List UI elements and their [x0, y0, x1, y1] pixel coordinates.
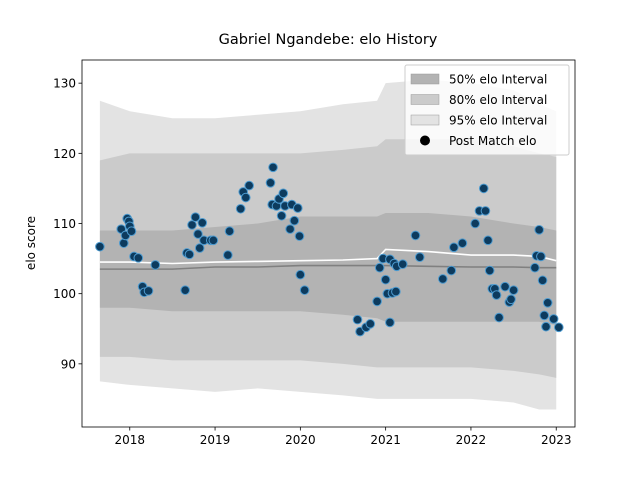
data-point — [372, 296, 382, 307]
plot-frame — [81, 59, 576, 428]
x-tick-label: 2021 — [370, 433, 401, 447]
data-point — [478, 183, 489, 194]
legend: 50% elo Interval 80% elo Interval 95% elo … — [404, 64, 570, 156]
data-point — [537, 275, 548, 286]
data-point — [190, 212, 201, 222]
data-point — [391, 286, 401, 297]
data-point — [299, 285, 310, 295]
data-point — [194, 243, 205, 253]
data-point — [536, 251, 546, 262]
data-point — [223, 250, 233, 260]
chart-title: Gabriel Ngandebe: elo History — [219, 32, 438, 48]
x-tick-label: 2019 — [200, 433, 231, 447]
data-point — [184, 249, 195, 260]
data-point — [457, 238, 468, 248]
y-axis-label: elo score — [24, 216, 38, 270]
data-point — [374, 262, 385, 273]
data-point — [276, 210, 287, 221]
legend-frame — [404, 64, 570, 156]
data-point — [352, 314, 363, 325]
y-tick-label: 100 — [53, 287, 76, 301]
x-tick-label: 2023 — [541, 433, 572, 447]
data-point — [508, 285, 519, 295]
data-point — [244, 180, 254, 191]
data-point — [470, 218, 481, 229]
legend-swatch — [410, 114, 440, 126]
data-point — [224, 226, 235, 237]
data-point — [491, 290, 502, 300]
data-point — [289, 215, 300, 226]
x-tick-label: 2018 — [114, 433, 145, 447]
legend-label: 80% elo Interval — [449, 93, 547, 107]
data-point — [133, 253, 144, 263]
data-point — [143, 286, 154, 296]
data-point — [150, 260, 161, 270]
legend-swatch — [410, 94, 440, 105]
data-point — [410, 230, 421, 241]
data-point — [541, 321, 551, 332]
data-point — [483, 235, 493, 246]
legend-swatch — [410, 73, 440, 85]
data-point — [292, 203, 303, 213]
data-point — [494, 312, 504, 323]
y-tick-label: 90 — [61, 357, 76, 371]
data-point — [534, 225, 544, 235]
data-point — [548, 314, 559, 324]
data-point — [380, 274, 391, 285]
x-tick-label: 2022 — [456, 433, 487, 447]
data-point — [95, 241, 105, 252]
legend-label: 50% elo Interval — [449, 73, 547, 87]
data-point — [446, 265, 457, 276]
data-point — [553, 322, 564, 333]
data-point — [268, 162, 278, 173]
data-point — [193, 229, 203, 239]
data-point — [197, 217, 208, 228]
data-point — [539, 310, 550, 321]
data-point — [278, 188, 289, 199]
data-point — [294, 231, 305, 241]
legend-label: 95% elo Interval — [449, 114, 547, 128]
data-point — [180, 285, 191, 295]
legend-marker — [420, 135, 430, 146]
data-point — [187, 220, 197, 230]
data-point — [480, 206, 491, 216]
data-point — [285, 224, 295, 234]
data-point — [484, 265, 495, 276]
y-tick-label: 120 — [53, 147, 76, 161]
data-point — [449, 242, 459, 253]
data-point — [295, 269, 306, 280]
trend-line — [99, 248, 557, 265]
data-point — [118, 238, 129, 248]
x-tick-label: 2020 — [285, 433, 316, 447]
y-tick-label: 130 — [53, 77, 76, 91]
data-point — [365, 319, 376, 329]
data-point — [240, 192, 251, 203]
data-point — [437, 274, 448, 284]
y-tick-label: 110 — [53, 217, 76, 231]
legend-label: Post Match elo — [449, 134, 536, 148]
data-point — [265, 178, 276, 188]
data-point — [385, 317, 395, 328]
data-point — [414, 252, 425, 262]
data-point — [208, 235, 219, 246]
data-point — [500, 281, 510, 292]
data-point — [542, 297, 553, 308]
data-point — [506, 294, 516, 305]
data-point — [235, 203, 246, 214]
data-point — [397, 259, 408, 270]
data-point — [126, 226, 137, 237]
data-point — [530, 262, 540, 273]
trend-line — [99, 264, 557, 270]
